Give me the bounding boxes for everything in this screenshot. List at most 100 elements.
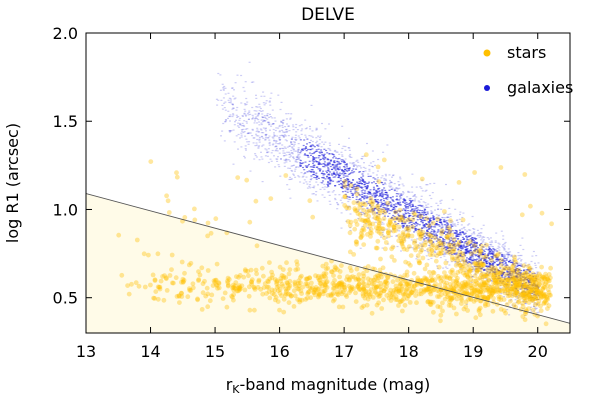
star-point — [187, 287, 193, 293]
galaxy-point — [324, 186, 327, 188]
galaxy-point — [394, 203, 397, 205]
galaxy-point — [305, 136, 307, 138]
star-point — [273, 295, 279, 300]
galaxy-point — [476, 269, 479, 271]
galaxy-point — [327, 178, 330, 180]
star-point — [542, 276, 548, 282]
galaxy-point — [517, 280, 520, 282]
galaxy-point — [410, 239, 413, 241]
galaxy-point — [532, 305, 535, 307]
star-point — [530, 277, 535, 282]
star-point — [461, 306, 467, 312]
star-point — [396, 303, 401, 308]
star-point — [531, 274, 537, 280]
galaxy-point — [308, 152, 311, 154]
galaxy-point — [317, 148, 320, 150]
star-point — [364, 209, 370, 215]
galaxy-point — [536, 271, 539, 273]
star-point — [252, 285, 257, 291]
star-point — [177, 300, 182, 305]
star-point — [388, 221, 394, 227]
galaxy-point — [450, 252, 453, 254]
galaxy-point — [346, 195, 348, 197]
galaxy-point — [408, 199, 411, 202]
galaxy-point — [282, 136, 285, 138]
star-point — [209, 292, 215, 298]
star-point — [325, 292, 331, 298]
star-point — [308, 295, 314, 301]
galaxy-point — [449, 231, 452, 233]
star-point — [510, 270, 515, 275]
star-point — [373, 284, 379, 290]
galaxy-point — [457, 249, 460, 251]
galaxy-point — [392, 229, 395, 231]
star-point — [248, 267, 254, 273]
galaxy-point — [459, 211, 462, 213]
galaxy-point — [262, 144, 265, 146]
star-point — [356, 281, 362, 287]
star-point — [354, 191, 360, 197]
galaxy-point — [475, 266, 478, 268]
star-point — [444, 273, 449, 279]
galaxy-point — [448, 207, 451, 209]
galaxy-point — [289, 178, 292, 180]
star-point — [540, 286, 545, 292]
galaxy-point — [237, 148, 239, 150]
galaxy-point — [363, 184, 366, 186]
star-point — [161, 297, 167, 303]
galaxy-point — [342, 185, 345, 187]
galaxy-point — [366, 142, 368, 145]
galaxy-point — [425, 206, 428, 208]
galaxy-point — [458, 218, 461, 220]
star-point — [546, 278, 552, 284]
star-point — [360, 217, 365, 223]
star-point — [298, 288, 304, 294]
star-point — [533, 294, 538, 300]
galaxy-point — [448, 250, 451, 252]
star-point — [167, 273, 173, 278]
star-point — [465, 274, 471, 280]
star-point — [196, 277, 202, 282]
galaxy-point — [448, 233, 451, 235]
galaxy-point — [269, 116, 272, 118]
galaxy-point — [257, 113, 260, 115]
star-point — [366, 220, 372, 225]
galaxy-point — [420, 245, 423, 247]
galaxy-point — [305, 146, 307, 148]
galaxy-point — [435, 220, 438, 223]
star-point — [544, 294, 549, 300]
galaxy-point — [346, 175, 349, 177]
galaxy-point — [374, 212, 377, 215]
galaxy-point — [369, 196, 372, 198]
galaxy-point — [391, 217, 394, 219]
star-point — [160, 274, 166, 279]
star-point — [307, 285, 313, 291]
star-point — [256, 277, 262, 283]
x-tick-label: 19 — [463, 342, 483, 361]
galaxy-point — [382, 202, 385, 205]
star-point — [480, 282, 486, 288]
galaxy-point — [266, 155, 269, 157]
galaxy-point — [239, 137, 241, 139]
star-point — [415, 253, 421, 259]
galaxy-point — [401, 209, 404, 211]
galaxy-point — [311, 148, 314, 150]
star-point — [429, 299, 434, 305]
galaxy-point — [390, 188, 393, 190]
star-point — [407, 280, 412, 286]
star-point — [296, 281, 301, 286]
galaxy-point — [471, 266, 474, 268]
galaxy-point — [522, 266, 525, 268]
star-point — [394, 286, 400, 292]
galaxy-point — [220, 99, 223, 101]
galaxy-point — [331, 164, 334, 166]
star-point — [438, 251, 443, 256]
galaxy-point — [327, 167, 330, 169]
galaxy-point — [468, 260, 471, 263]
galaxy-point — [243, 112, 246, 114]
galaxy-point — [402, 227, 404, 229]
galaxy-point — [348, 196, 351, 198]
star-point — [456, 255, 462, 261]
galaxy-point — [470, 281, 473, 283]
galaxy-point — [349, 213, 352, 215]
